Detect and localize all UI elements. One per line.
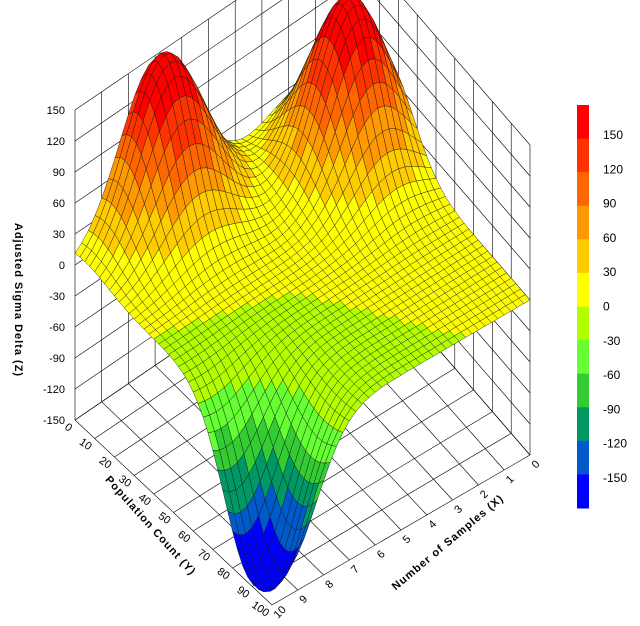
z-tick-label: 0	[59, 260, 65, 272]
z-tick-label: 120	[47, 136, 65, 148]
z-tick-label: -60	[49, 322, 65, 334]
y-tick-label: 80	[215, 566, 232, 583]
colorbar-tick-label: 30	[603, 265, 617, 279]
colorbar-tick-label: -150	[603, 471, 627, 485]
colorbar-swatch	[577, 340, 589, 375]
colorbar-swatch	[577, 407, 589, 442]
z-tick-label: -30	[49, 291, 65, 303]
y-tick-label: 70	[195, 547, 212, 564]
surface-cell	[266, 568, 279, 583]
z-tick-label: -150	[43, 415, 65, 427]
colorbar-swatch	[577, 373, 589, 408]
x-tick-label: 10	[272, 604, 289, 621]
x-tick-label: 8	[323, 578, 336, 591]
colorbar-tick-label: 90	[603, 197, 617, 211]
colorbar-swatch	[577, 306, 589, 341]
x-tick-label: 0	[530, 458, 543, 471]
z-tick-label: -120	[43, 384, 65, 396]
colorbar: 150 120 90 60 30 0 -30 -60 -90 -120 -150	[577, 105, 627, 509]
colorbar-tick-label: -120	[603, 437, 627, 451]
y-axis-label: Population Count (Y)	[102, 474, 197, 578]
z-tick-label: -90	[49, 353, 65, 365]
colorbar-tick-label: 60	[603, 231, 617, 245]
colorbar-tick-label: -30	[603, 334, 621, 348]
colorbar-swatch	[577, 205, 589, 240]
grid-line	[252, 433, 512, 587]
y-tick-label: 90	[235, 584, 252, 601]
y-tick-label: 60	[175, 529, 192, 546]
y-tick-label: 40	[136, 492, 153, 509]
x-tick-label: 1	[504, 473, 517, 486]
x-tick-label: 4	[426, 518, 439, 531]
y-tick-label: 10	[77, 436, 94, 453]
y-tick-label: 50	[156, 510, 173, 527]
z-tick-label: 60	[53, 198, 65, 210]
grid-line	[74, 0, 237, 111]
colorbar-swatch	[577, 272, 589, 307]
x-tick-label: 7	[349, 563, 362, 576]
y-tick-label: 100	[249, 599, 271, 619]
z-axis-ticks: 150 120 90 60 30 0 -30 -60 -90 -120 -150	[43, 105, 65, 427]
z-axis-label: Adjusted Sigma Delta (Z)	[12, 223, 24, 377]
grid-line	[74, 0, 328, 173]
colorbar-swatch	[577, 474, 589, 509]
grid-line	[74, 0, 283, 142]
y-tick-label: 20	[97, 455, 114, 472]
colorbar-swatch	[577, 440, 589, 475]
x-tick-label: 2	[478, 488, 491, 501]
colorbar-swatch	[577, 172, 589, 207]
colorbar-tick-label: -60	[603, 368, 621, 382]
colorbar-tick-label: 120	[603, 162, 623, 176]
surface-mesh	[74, 0, 531, 592]
z-tick-label: 150	[47, 105, 65, 117]
z-tick-label: 30	[53, 229, 65, 241]
grid-line	[74, 419, 273, 606]
grid-line	[271, 454, 531, 606]
colorbar-tick-label: 0	[603, 300, 610, 314]
x-tick-label: 5	[401, 533, 414, 546]
x-tick-label: 9	[297, 593, 310, 606]
y-tick-label: 0	[62, 421, 74, 434]
colorbar-swatch	[577, 138, 589, 173]
colorbar-swatch	[577, 105, 589, 140]
z-tick-label: 90	[53, 167, 65, 179]
x-tick-label: 3	[452, 503, 465, 516]
colorbar-tick-label: -90	[603, 402, 621, 416]
colorbar-swatch	[577, 239, 589, 274]
colorbar-tick-label: 150	[603, 128, 623, 142]
y-tick-label: 30	[116, 473, 133, 490]
x-tick-label: 6	[375, 548, 388, 561]
